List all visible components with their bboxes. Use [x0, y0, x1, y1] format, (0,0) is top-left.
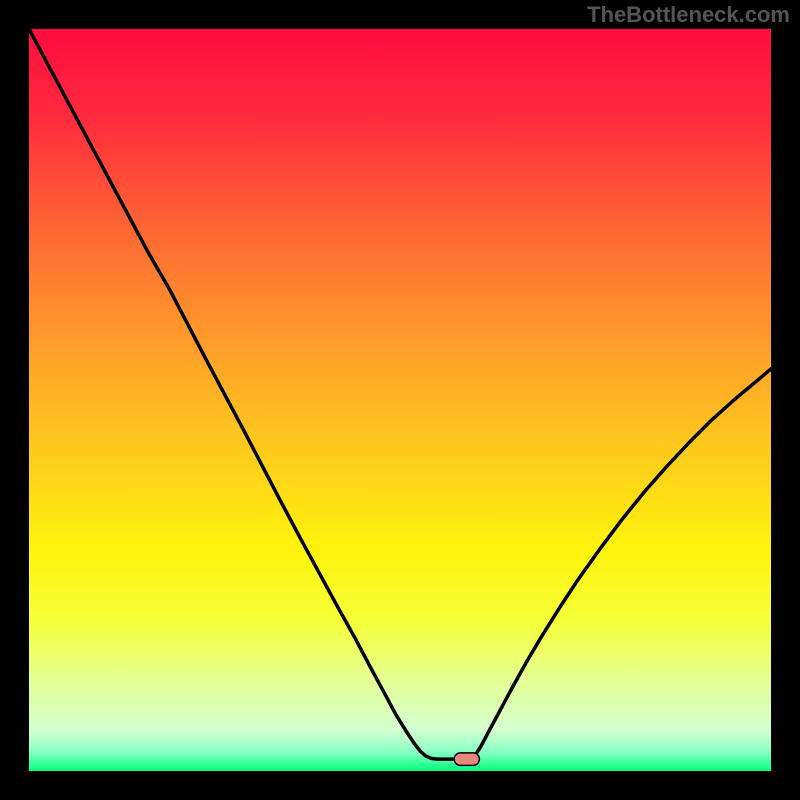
- chart-container: TheBottleneck.com: [0, 0, 800, 800]
- watermark-text: TheBottleneck.com: [587, 2, 790, 28]
- plot-background-gradient: [29, 29, 771, 771]
- bottleneck-chart: [0, 0, 800, 800]
- optimum-marker: [454, 753, 479, 766]
